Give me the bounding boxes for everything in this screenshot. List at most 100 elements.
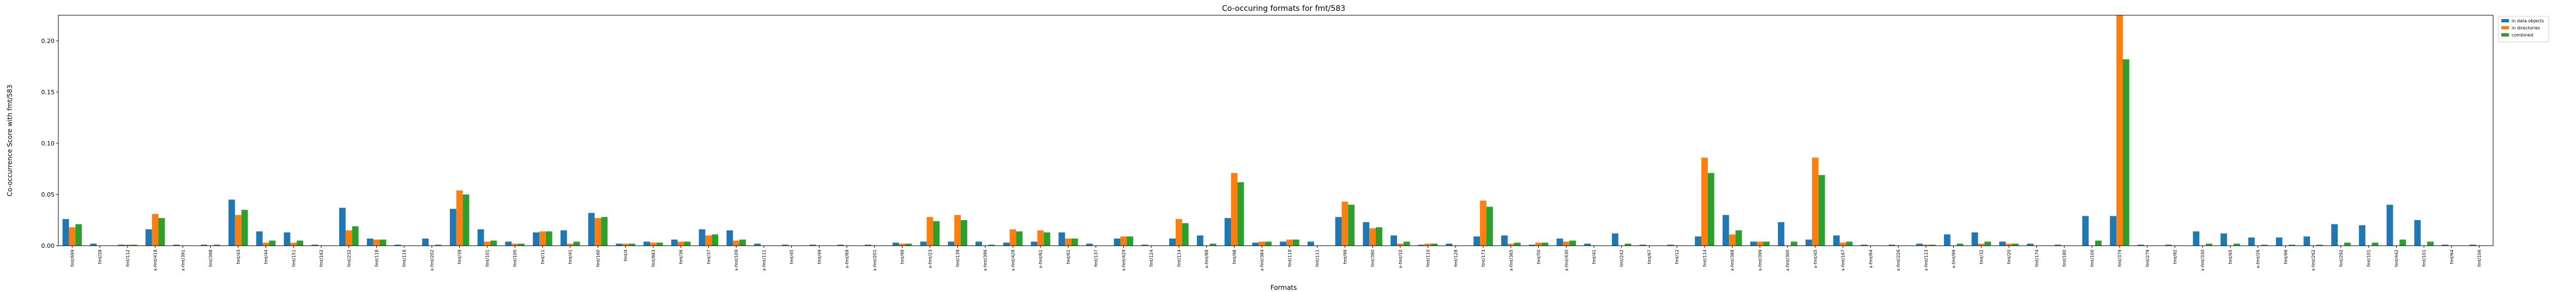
x-tick-label: x-fmt/69	[845, 250, 850, 268]
legend-box	[2498, 16, 2549, 42]
bar	[256, 231, 263, 246]
bar	[1114, 238, 1121, 246]
bar	[462, 194, 470, 246]
bar	[629, 244, 635, 246]
bar	[2316, 245, 2323, 246]
bar	[754, 244, 761, 246]
bar	[2331, 224, 2338, 246]
x-tick-label: fmt/139	[955, 250, 960, 267]
bar	[705, 235, 712, 246]
bar	[1707, 173, 1714, 246]
x-tick-label: x-fmt/202	[430, 250, 435, 271]
bar	[1750, 241, 1757, 246]
bar	[1376, 227, 1382, 246]
x-tick-label: fmt/64	[2449, 250, 2454, 264]
bar	[1971, 232, 1978, 246]
legend-swatch	[2501, 19, 2509, 22]
bar	[490, 240, 497, 246]
x-tick-label: x-fmt/88	[1205, 250, 1209, 268]
x-tick-label: fmt/100	[513, 250, 517, 267]
bar	[505, 241, 512, 246]
bar	[656, 242, 663, 246]
bar	[1237, 182, 1244, 246]
bar	[477, 229, 484, 246]
x-tick-label: fmt/242	[1620, 250, 1624, 267]
bar	[2027, 244, 2033, 246]
x-tick-label: x-fmt/418	[153, 250, 158, 271]
bar	[920, 241, 927, 246]
bar	[1224, 218, 1231, 246]
x-axis: fmt/699 fmt/28 fmt/112 x-fmt/418 x-fmt/391 fm…	[70, 246, 2482, 271]
bar	[1176, 219, 1182, 246]
x-tick-label: fmt/41	[1592, 250, 1597, 264]
bar	[152, 214, 159, 246]
x-tick-label: x-fmt/167	[1841, 250, 1846, 271]
x-tick-label: fmt/11	[540, 250, 545, 264]
bar	[567, 244, 574, 246]
y-tick-label: 0.10	[41, 140, 55, 147]
x-tick-label: fmt/162	[319, 250, 324, 267]
x-tick-label: x-fmt/99	[1952, 250, 1957, 268]
bar	[435, 245, 442, 246]
x-tick-label: x-fmt/300	[1785, 250, 1790, 271]
bar	[975, 241, 982, 246]
bar	[2012, 244, 2019, 246]
x-tick-label: x-fmt/330	[2200, 250, 2205, 271]
x-tick-label: fmt/116	[402, 250, 407, 267]
bar	[1735, 230, 1742, 246]
bar	[1016, 231, 1023, 246]
x-tick-label: x-fmt/388	[1730, 250, 1735, 271]
bar	[145, 229, 152, 246]
bar	[899, 244, 906, 246]
bar	[2386, 204, 2393, 246]
bar	[124, 245, 131, 246]
bar	[1667, 245, 1674, 246]
bar	[671, 239, 678, 246]
bar	[311, 245, 318, 246]
x-tick-label: fmt/112	[125, 250, 130, 267]
bar	[712, 234, 719, 246]
bar	[1846, 241, 1853, 246]
bar	[1569, 240, 1576, 246]
x-tick-label: fmt/44	[264, 250, 269, 264]
bar	[130, 245, 137, 246]
y-axis-label: Co-occurrence Score with fmt/583	[6, 84, 14, 196]
x-tick-label: x-fmt/201	[872, 250, 877, 271]
x-tick-label: x-fmt/10	[1398, 250, 1403, 268]
bar	[1888, 245, 1895, 246]
bar	[1861, 245, 1868, 246]
bar	[1141, 245, 1148, 246]
bar	[2399, 239, 2406, 246]
bar	[1756, 241, 1764, 246]
x-tick-label: fmt/699	[70, 250, 75, 267]
bar	[1003, 242, 1010, 246]
legend-label: in directories	[2512, 26, 2540, 31]
bar	[90, 244, 97, 246]
bar	[1341, 202, 1349, 246]
x-tick-label: x-fmt/428	[1010, 250, 1015, 271]
bar	[588, 212, 595, 246]
bar	[733, 240, 740, 246]
bar	[1431, 244, 1438, 246]
bar	[449, 209, 456, 246]
legend-swatch	[2501, 26, 2509, 29]
bar	[1418, 245, 1425, 246]
bar	[2276, 237, 2283, 246]
bar	[2054, 245, 2061, 246]
bar	[2122, 59, 2129, 246]
x-tick-label: fmt/98	[1232, 250, 1237, 264]
x-axis-label: Formats	[1271, 284, 1297, 291]
bar	[573, 241, 580, 246]
x-tick-label: fmt/111	[1315, 250, 1320, 267]
bar	[1763, 241, 1770, 246]
x-tick-label: x-fmt/113	[1924, 250, 1929, 271]
bar	[1169, 238, 1176, 246]
x-tick-label: fmt/292	[2339, 250, 2344, 267]
legend: in data objects in directories combined	[2498, 16, 2549, 42]
y-axis: 0.00 0.05 0.10 0.15 0.20	[41, 38, 58, 250]
x-tick-label: fmt/232	[347, 250, 352, 267]
x-tick-label: fmt/99	[900, 250, 905, 264]
bar	[1209, 244, 1217, 246]
bar	[2206, 244, 2212, 246]
bar	[1563, 241, 1570, 246]
